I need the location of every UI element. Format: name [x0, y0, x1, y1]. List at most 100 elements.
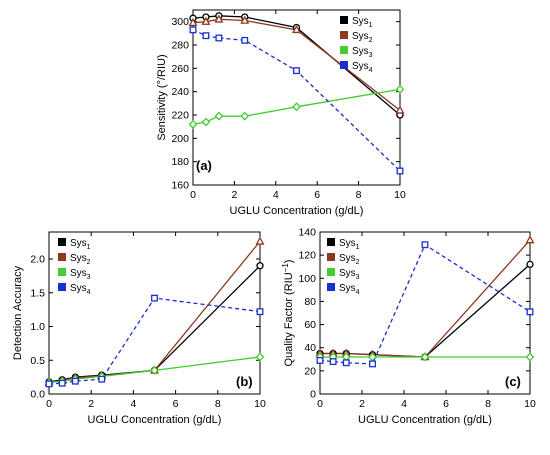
legend-subscript: 1: [356, 244, 360, 251]
legend-subscript: 4: [356, 289, 360, 296]
y-tick-label: 0.5: [30, 355, 45, 367]
data-point-sys2: [255, 236, 265, 245]
legend-subscript: 2: [87, 259, 91, 266]
legend-label-sys3: Sys3: [352, 46, 373, 59]
legend-subscript: 3: [87, 274, 91, 281]
legend: Sys1 Sys2 Sys3 Sys4: [327, 238, 360, 296]
legend-label-sys2: Sys2: [70, 253, 91, 266]
x-tick-label: 10: [524, 398, 536, 410]
y-tick-label: 100: [298, 273, 316, 285]
legend-subscript: 4: [87, 289, 91, 296]
x-tick-label: 6: [314, 189, 320, 201]
x-tick-label: 2: [231, 189, 237, 201]
data-point-sys3: [420, 352, 430, 362]
x-tick-label: 0: [317, 398, 323, 410]
legend-label-sys2: Sys2: [339, 253, 360, 266]
legend-subscript: 1: [369, 22, 373, 29]
y-tick-label: 180: [171, 156, 189, 168]
x-tick-label: 2: [88, 398, 94, 410]
y-tick-label: 200: [171, 133, 189, 145]
panel-label: (c): [505, 374, 521, 389]
data-point-sys2: [214, 14, 224, 23]
data-point-sys4: [202, 32, 210, 40]
legend-swatch-sys3: [327, 268, 335, 276]
data-point-sys3: [201, 117, 211, 127]
x-tick-label: 0: [190, 189, 196, 201]
legend-label-sys4: Sys4: [339, 283, 360, 296]
x-axis-title: UGLU Concentration (g/dL): [358, 414, 492, 426]
panel-label: (a): [196, 158, 212, 173]
panel-label: (b): [236, 374, 253, 389]
data-point-sys3: [188, 119, 198, 129]
x-tick-label: 8: [485, 398, 491, 410]
legend-subscript: 2: [356, 259, 360, 266]
data-point-sys3: [255, 352, 265, 362]
y-tick-label: 260: [171, 63, 189, 75]
legend-swatch-sys1: [340, 16, 348, 24]
data-point-sys4: [396, 167, 404, 175]
legend-label-sys4: Sys4: [352, 61, 373, 74]
data-point-sys2: [525, 235, 535, 244]
legend-label-sys3: Sys3: [339, 268, 360, 281]
legend-label-sys1: Sys1: [339, 238, 360, 251]
legend: Sys1 Sys2 Sys3 Sys4: [58, 238, 91, 296]
x-tick-label: 10: [254, 398, 266, 410]
data-point-sys2: [292, 24, 301, 34]
x-tick-label: 10: [394, 189, 406, 201]
data-point-sys4: [316, 356, 324, 364]
y-tick-label: 240: [171, 86, 189, 98]
legend-subscript: 3: [356, 274, 360, 281]
series-line-sys4: [192, 29, 401, 172]
legend-subscript: 1: [87, 244, 91, 251]
legend-label-sys3: Sys3: [70, 268, 91, 281]
x-axis-title: UGLU Concentration (g/dL): [88, 414, 222, 426]
chart-panel-2: 0 2 4 6 8 10 0.0 0.5 1.0 1.5 2.0 UGLU Concentration…: [12, 231, 266, 426]
y-axis-title-end: ): [283, 260, 295, 264]
legend-swatch-sys2: [340, 31, 348, 39]
data-point-sys2: [201, 16, 211, 25]
data-point-sys4: [342, 359, 350, 367]
x-tick-label: 4: [130, 398, 136, 410]
legend-subscript: 4: [369, 67, 373, 74]
y-tick-label: 20: [304, 365, 316, 377]
data-point-sys3: [292, 102, 301, 112]
legend-swatch-sys2: [327, 253, 335, 261]
data-point-sys4: [45, 380, 53, 388]
data-point-sys3: [395, 84, 405, 94]
x-axis-title: UGLU Concentration (g/dL): [230, 205, 364, 217]
legend: Sys1 Sys2 Sys3 Sys4: [340, 16, 373, 74]
data-point-sys4: [421, 241, 429, 249]
y-tick-label: 300: [171, 16, 189, 28]
data-point-sys2: [240, 15, 250, 24]
y-tick-label: 0: [310, 389, 316, 401]
x-tick-label: 8: [356, 189, 362, 201]
y-tick-label: 280: [171, 40, 189, 52]
y-tick-label: 220: [171, 110, 189, 122]
y-axis-title: Sensitivity (°/RIU): [156, 54, 168, 140]
data-point-sys4: [215, 34, 223, 42]
legend-swatch-sys4: [340, 61, 348, 69]
x-tick-label: 6: [443, 398, 449, 410]
data-point-sys3: [150, 365, 159, 375]
x-tick-label: 6: [173, 398, 179, 410]
data-point-sys4: [256, 308, 264, 316]
legend-label-sys4: Sys4: [70, 283, 91, 296]
legend-swatch-sys4: [327, 283, 335, 291]
chart-panel-1: 0 2 4 6 8 10 160 180 200 220 240 260 280 300 UGLU Conc…: [156, 9, 406, 217]
plot-frame: [192, 9, 401, 186]
y-tick-label: 0.0: [30, 389, 45, 401]
legend-swatch-sys3: [340, 46, 348, 54]
y-tick-label: 1.0: [30, 321, 45, 333]
legend-swatch-sys2: [58, 253, 66, 261]
y-tick-label: 80: [304, 296, 316, 308]
data-point-sys4: [293, 67, 300, 75]
y-axis-title: Quality Factor (RIU−1): [281, 260, 295, 367]
data-point-sys4: [369, 360, 376, 368]
data-point-sys1: [526, 260, 534, 269]
data-point-sys4: [58, 379, 66, 387]
y-tick-label: 1.5: [30, 287, 45, 299]
y-tick-label: 40: [304, 342, 316, 354]
y-tick-label: 140: [298, 227, 316, 239]
legend-subscript: 3: [369, 52, 373, 59]
